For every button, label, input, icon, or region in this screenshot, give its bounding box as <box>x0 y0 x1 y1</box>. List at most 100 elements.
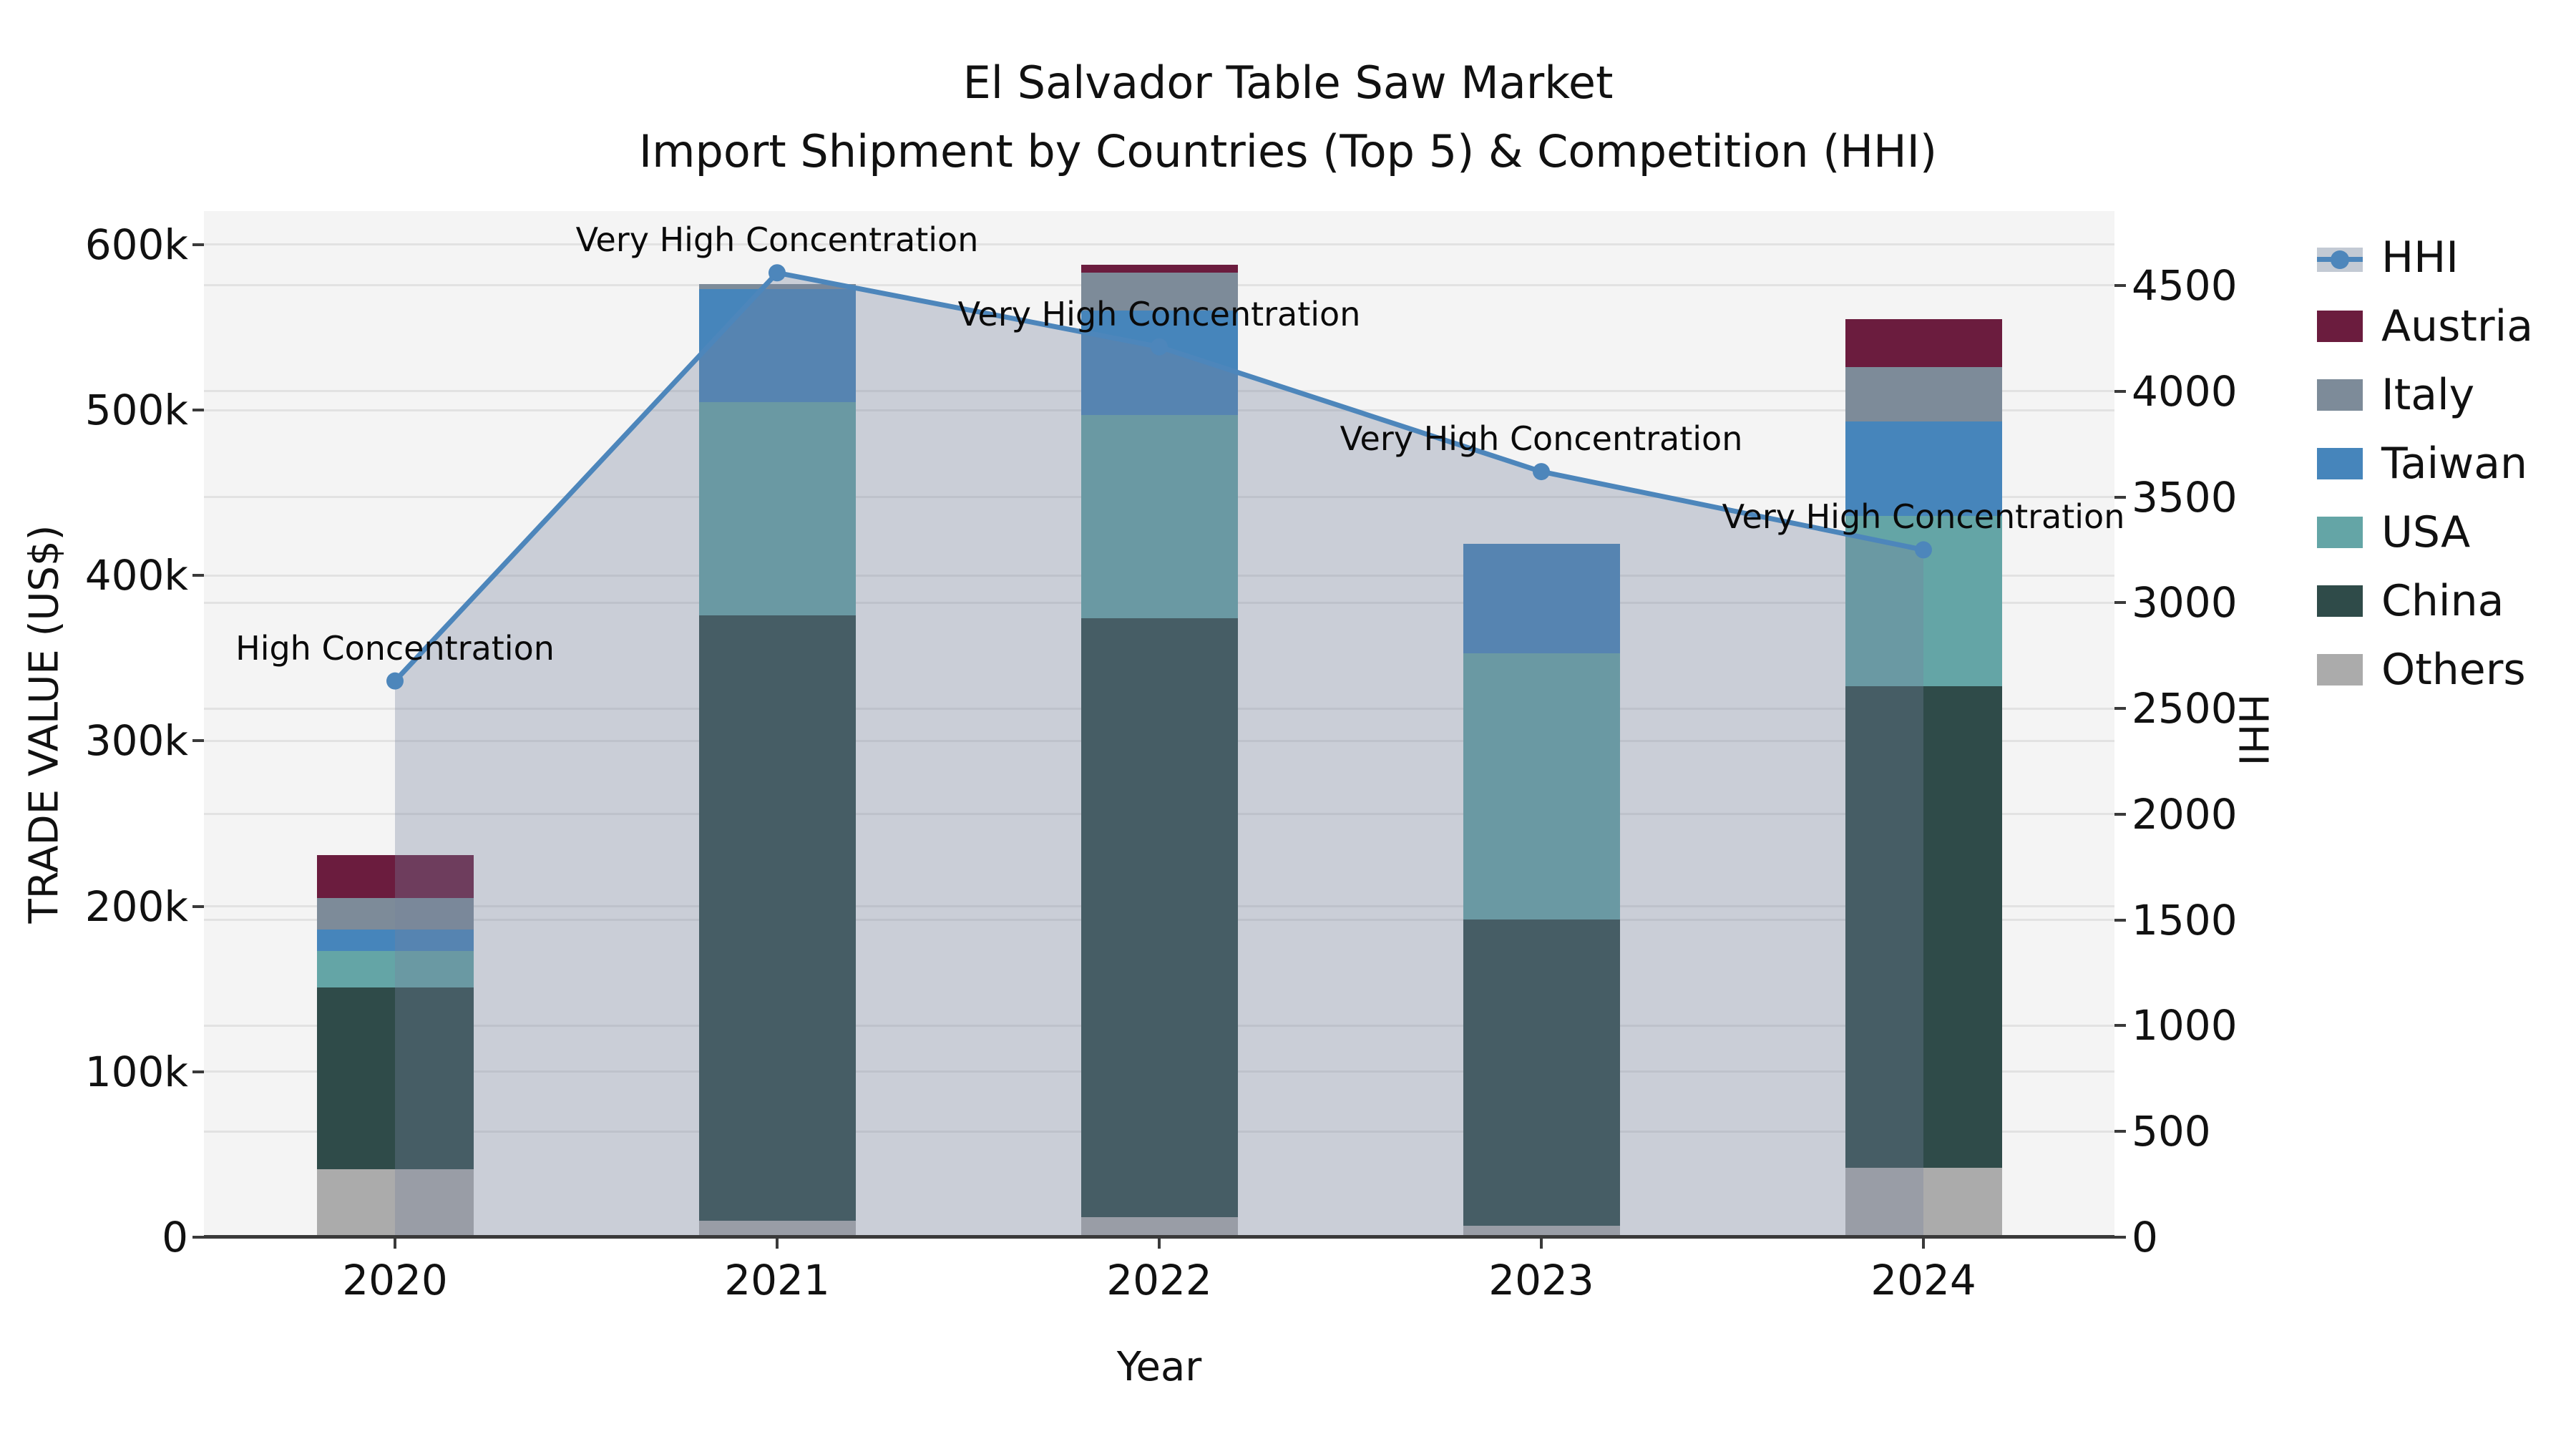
legend-label: Taiwan <box>2381 439 2528 489</box>
x-tick-2024: 2024 <box>1870 1256 1976 1304</box>
y-right-tick-1500: 1500 <box>2132 895 2238 945</box>
chart-title-line1: El Salvador Table Saw Market <box>962 57 1614 109</box>
bar-segment-china-2024 <box>1845 686 2002 1168</box>
x-tickmark <box>1922 1237 1925 1249</box>
x-tickmark <box>394 1237 396 1249</box>
legend-label: USA <box>2381 507 2471 557</box>
y-right-tick-1000: 1000 <box>2132 1001 2238 1050</box>
bar-segment-italy-2020 <box>316 898 474 930</box>
y-right-tick-4000: 4000 <box>2132 366 2238 416</box>
bar-segment-taiwan-2021 <box>698 289 856 402</box>
y-axis-label-right: HHI <box>2229 693 2276 766</box>
x-tick-2022: 2022 <box>1106 1256 1212 1304</box>
bar-segment-china-2023 <box>1463 919 1620 1226</box>
annotation-2023: Very High Concentration <box>1340 419 1743 459</box>
bar-segment-others-2020 <box>316 1169 474 1237</box>
x-tick-2023: 2023 <box>1488 1256 1594 1304</box>
bar-segment-usa-2022 <box>1080 415 1238 619</box>
hhi-area-fill <box>395 273 1923 1238</box>
taiwan-swatch-icon <box>2317 448 2363 479</box>
bar-segment-taiwan-2024 <box>1845 421 2002 517</box>
hhi-marker-2021 <box>769 264 786 282</box>
annotation-2024: Very High Concentration <box>1722 497 2125 537</box>
hhi-marker-2020 <box>386 672 404 690</box>
italy-swatch-icon <box>2317 379 2363 411</box>
legend-item-usa: USA <box>2317 498 2533 567</box>
annotation-2022: Very High Concentration <box>957 294 1361 333</box>
y-left-tickmark <box>192 1070 204 1073</box>
hhi-marker-2022 <box>1151 338 1168 356</box>
y-left-tick-500k: 500k <box>84 386 188 435</box>
y-right-tickmark <box>2114 389 2126 393</box>
x-axis-label: Year <box>1116 1344 1202 1390</box>
x-tickmark <box>1158 1237 1161 1249</box>
china-swatch-icon <box>2317 585 2363 617</box>
bar-segment-others-2021 <box>698 1220 856 1237</box>
gridline <box>204 243 2114 246</box>
y-left-tick-100k: 100k <box>84 1047 188 1096</box>
legend-item-taiwan: Taiwan <box>2317 429 2533 498</box>
bar-segment-austria-2024 <box>1845 318 2002 367</box>
y-right-tick-2500: 2500 <box>2132 684 2238 733</box>
y-right-tick-500: 500 <box>2132 1107 2211 1156</box>
bar-segment-china-2021 <box>698 615 856 1221</box>
y-axis-label-left: TRADE VALUE (US$) <box>21 525 68 924</box>
legend-item-italy: Italy <box>2317 361 2533 429</box>
bar-segment-usa-2021 <box>698 401 856 615</box>
bar-segment-austria-2020 <box>316 854 474 899</box>
y-right-tickmark <box>2114 495 2126 499</box>
bar-segment-italy-2024 <box>1845 367 2002 422</box>
y-right-tickmark <box>2114 812 2126 816</box>
y-right-tickmark <box>2114 918 2126 922</box>
y-left-tickmark <box>192 409 204 412</box>
legend-label: Austria <box>2381 301 2533 351</box>
y-right-tickmark <box>2114 283 2126 287</box>
y-left-tickmark <box>192 574 204 577</box>
bar-segment-taiwan-2020 <box>316 930 474 952</box>
annotation-2021: Very High Concentration <box>575 220 979 260</box>
bar-segment-others-2023 <box>1463 1225 1620 1237</box>
y-left-tickmark <box>192 1236 204 1239</box>
y-right-tickmark <box>2114 1236 2126 1239</box>
hhi-marker-2024 <box>1915 541 1932 559</box>
y-left-tick-300k: 300k <box>84 716 188 766</box>
bar-segment-austria-2022 <box>1080 264 1238 273</box>
y-left-tickmark <box>192 904 204 908</box>
y-left-tick-0: 0 <box>162 1213 188 1262</box>
y-left-tickmark <box>192 739 204 743</box>
legend-label: Italy <box>2381 370 2475 420</box>
chart-title-line2: Import Shipment by Countries (Top 5) & C… <box>638 125 1938 177</box>
legend-item-hhi: HHI <box>2317 223 2533 292</box>
x-tick-2021: 2021 <box>724 1256 830 1304</box>
hhi-marker-icon <box>2331 250 2349 269</box>
y-right-tick-4500: 4500 <box>2132 260 2238 310</box>
y-left-tick-600k: 600k <box>84 220 188 269</box>
bar-segment-others-2024 <box>1845 1167 2002 1237</box>
y-right-tick-3000: 3000 <box>2132 578 2238 628</box>
y-left-tick-400k: 400k <box>84 551 188 600</box>
y-right-tickmark <box>2114 1130 2126 1133</box>
austria-swatch-icon <box>2317 311 2363 342</box>
legend-label: HHI <box>2381 233 2459 283</box>
x-axis-line <box>204 1235 2114 1239</box>
y-right-tickmark <box>2114 601 2126 605</box>
bar-segment-others-2022 <box>1080 1217 1238 1237</box>
legend: HHI Austria Italy Taiwan USA China Other… <box>2317 223 2533 704</box>
bar-segment-italy-2022 <box>1080 273 1238 311</box>
x-tickmark <box>776 1237 779 1249</box>
legend-label: Others <box>2381 645 2526 695</box>
legend-item-austria: Austria <box>2317 292 2533 361</box>
y-right-tickmark <box>2114 1024 2126 1028</box>
chart-title: El Salvador Table Saw Market Import Ship… <box>0 49 2576 186</box>
usa-swatch-icon <box>2317 517 2363 548</box>
hhi-marker-2023 <box>1533 463 1550 481</box>
others-swatch-icon <box>2317 654 2363 686</box>
legend-item-china: China <box>2317 567 2533 635</box>
bar-segment-china-2022 <box>1080 618 1238 1218</box>
y-left-tickmark <box>192 243 204 246</box>
bar-segment-italy-2021 <box>698 284 856 290</box>
y-right-tickmark <box>2114 707 2126 711</box>
y-right-tick-3500: 3500 <box>2132 472 2238 522</box>
